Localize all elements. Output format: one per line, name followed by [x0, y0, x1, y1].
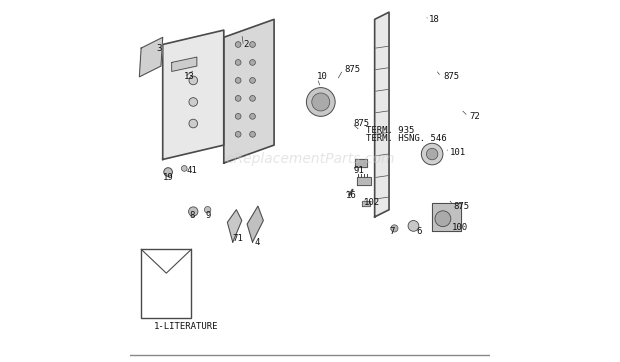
Text: 1-LITERATURE: 1-LITERATURE — [154, 322, 218, 331]
Bar — [141, 249, 192, 317]
Circle shape — [235, 131, 241, 137]
Circle shape — [189, 98, 198, 106]
Circle shape — [250, 42, 255, 47]
Polygon shape — [356, 177, 371, 185]
Circle shape — [435, 211, 451, 227]
Circle shape — [250, 113, 255, 119]
Text: 875: 875 — [344, 65, 360, 74]
Text: 9: 9 — [206, 211, 211, 220]
Polygon shape — [432, 203, 461, 231]
Polygon shape — [374, 12, 389, 217]
Text: 875: 875 — [443, 72, 459, 81]
Text: 4: 4 — [254, 237, 260, 247]
Circle shape — [408, 220, 419, 231]
Text: 10: 10 — [317, 72, 328, 81]
Circle shape — [235, 77, 241, 83]
Circle shape — [235, 42, 241, 47]
Circle shape — [182, 165, 187, 171]
Text: 875: 875 — [454, 202, 470, 211]
Text: 101: 101 — [450, 148, 466, 157]
Text: 13: 13 — [184, 72, 195, 81]
Polygon shape — [362, 201, 370, 206]
Circle shape — [427, 148, 438, 160]
Text: eReplacementParts.com: eReplacementParts.com — [225, 152, 395, 167]
Circle shape — [205, 206, 211, 213]
Text: TERM. 935: TERM. 935 — [366, 126, 414, 135]
Text: 6: 6 — [416, 227, 422, 236]
Text: 875: 875 — [353, 119, 370, 128]
Circle shape — [189, 76, 198, 85]
Text: 16: 16 — [346, 191, 356, 200]
Text: 2: 2 — [244, 40, 249, 49]
Text: 8: 8 — [190, 211, 195, 220]
Circle shape — [235, 96, 241, 101]
Circle shape — [189, 119, 198, 128]
Text: 102: 102 — [364, 198, 380, 207]
Text: 3: 3 — [156, 43, 162, 52]
Text: 19: 19 — [162, 173, 174, 182]
Text: 41: 41 — [186, 166, 197, 175]
Circle shape — [250, 131, 255, 137]
Polygon shape — [247, 206, 264, 242]
Circle shape — [235, 60, 241, 65]
Text: 91: 91 — [353, 166, 364, 175]
Circle shape — [422, 143, 443, 165]
Circle shape — [306, 88, 335, 116]
Text: 72: 72 — [470, 112, 480, 121]
Polygon shape — [140, 37, 162, 77]
Circle shape — [164, 168, 172, 176]
Circle shape — [188, 207, 198, 216]
Text: 18: 18 — [428, 15, 440, 24]
Circle shape — [250, 96, 255, 101]
Circle shape — [312, 93, 330, 111]
Circle shape — [391, 225, 398, 232]
Polygon shape — [224, 19, 274, 163]
Polygon shape — [228, 210, 242, 242]
Text: 71: 71 — [232, 234, 244, 243]
Polygon shape — [162, 30, 224, 159]
Polygon shape — [355, 159, 368, 167]
Polygon shape — [172, 57, 197, 71]
Text: 100: 100 — [452, 223, 468, 232]
Circle shape — [250, 77, 255, 83]
Text: 7: 7 — [389, 227, 394, 236]
Circle shape — [250, 60, 255, 65]
Circle shape — [235, 113, 241, 119]
Text: TERM. HSNG. 546: TERM. HSNG. 546 — [366, 134, 446, 143]
